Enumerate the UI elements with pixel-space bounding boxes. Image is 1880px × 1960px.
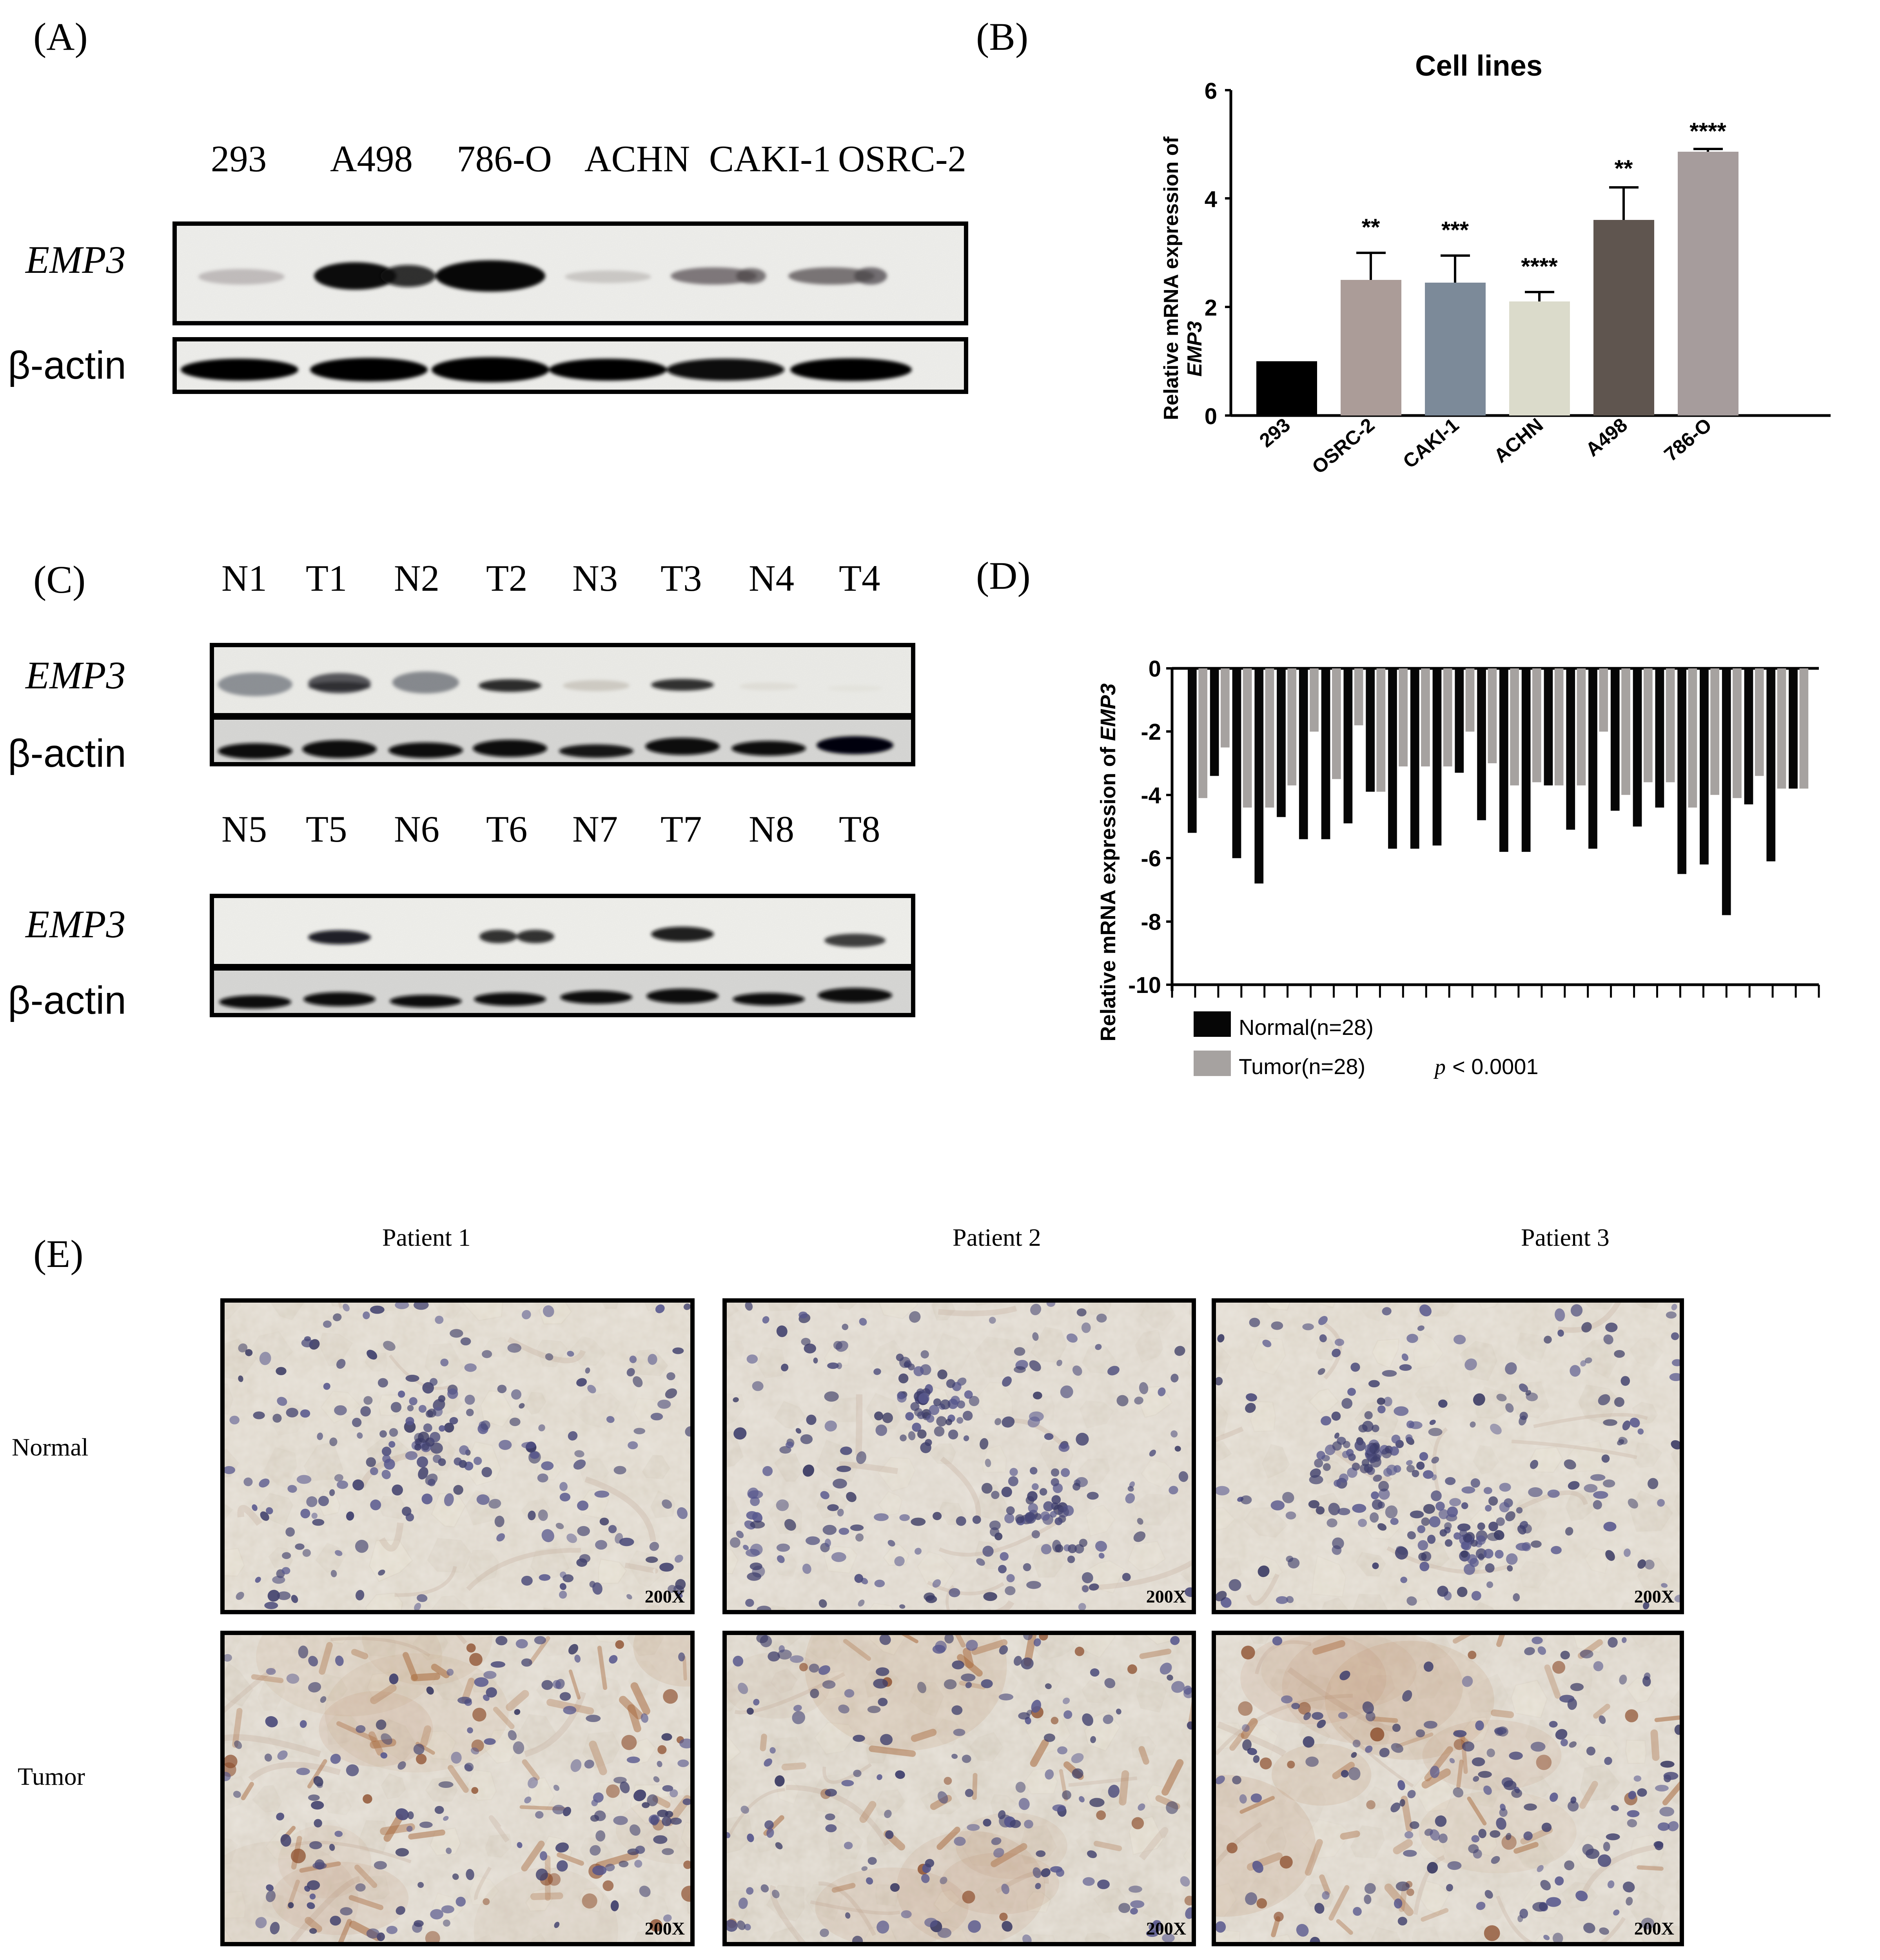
svg-text:OSRC-2: OSRC-2 <box>1308 414 1379 478</box>
svg-text:***: *** <box>1441 217 1469 243</box>
svg-text:786-O: 786-O <box>1660 414 1716 466</box>
svg-text:Relative mRNA expression of: Relative mRNA expression of <box>1160 136 1183 420</box>
svg-text:-4: -4 <box>1141 783 1161 808</box>
svg-text:****: **** <box>1521 253 1558 279</box>
svg-text:ACHN: ACHN <box>1490 414 1547 467</box>
svg-text:-8: -8 <box>1141 909 1161 935</box>
svg-text:-10: -10 <box>1128 973 1161 998</box>
svg-text:EMP3: EMP3 <box>1183 321 1206 377</box>
svg-text:CAKI-1: CAKI-1 <box>1399 414 1463 473</box>
svg-text:Normal(n=28): Normal(n=28) <box>1239 1015 1374 1040</box>
svg-text:Tumor(n=28): Tumor(n=28) <box>1239 1054 1365 1079</box>
svg-text:**: ** <box>1615 155 1633 181</box>
svg-text:2: 2 <box>1205 295 1217 321</box>
svg-text:6: 6 <box>1205 78 1217 104</box>
svg-text:-2: -2 <box>1141 719 1161 745</box>
svg-text:0: 0 <box>1205 404 1217 429</box>
svg-text:****: **** <box>1689 118 1726 144</box>
svg-text:-6: -6 <box>1141 846 1161 871</box>
svg-text:0: 0 <box>1149 656 1161 682</box>
svg-text:**: ** <box>1362 214 1380 240</box>
svg-text:Relative mRNA expression of EM: Relative mRNA expression of EMP3 <box>1096 683 1120 1041</box>
svg-text:p: p <box>1433 1055 1446 1079</box>
svg-text:293: 293 <box>1255 414 1294 452</box>
svg-text:A498: A498 <box>1582 414 1632 461</box>
svg-text:4: 4 <box>1205 187 1217 212</box>
svg-text:< 0.0001: < 0.0001 <box>1452 1054 1539 1079</box>
